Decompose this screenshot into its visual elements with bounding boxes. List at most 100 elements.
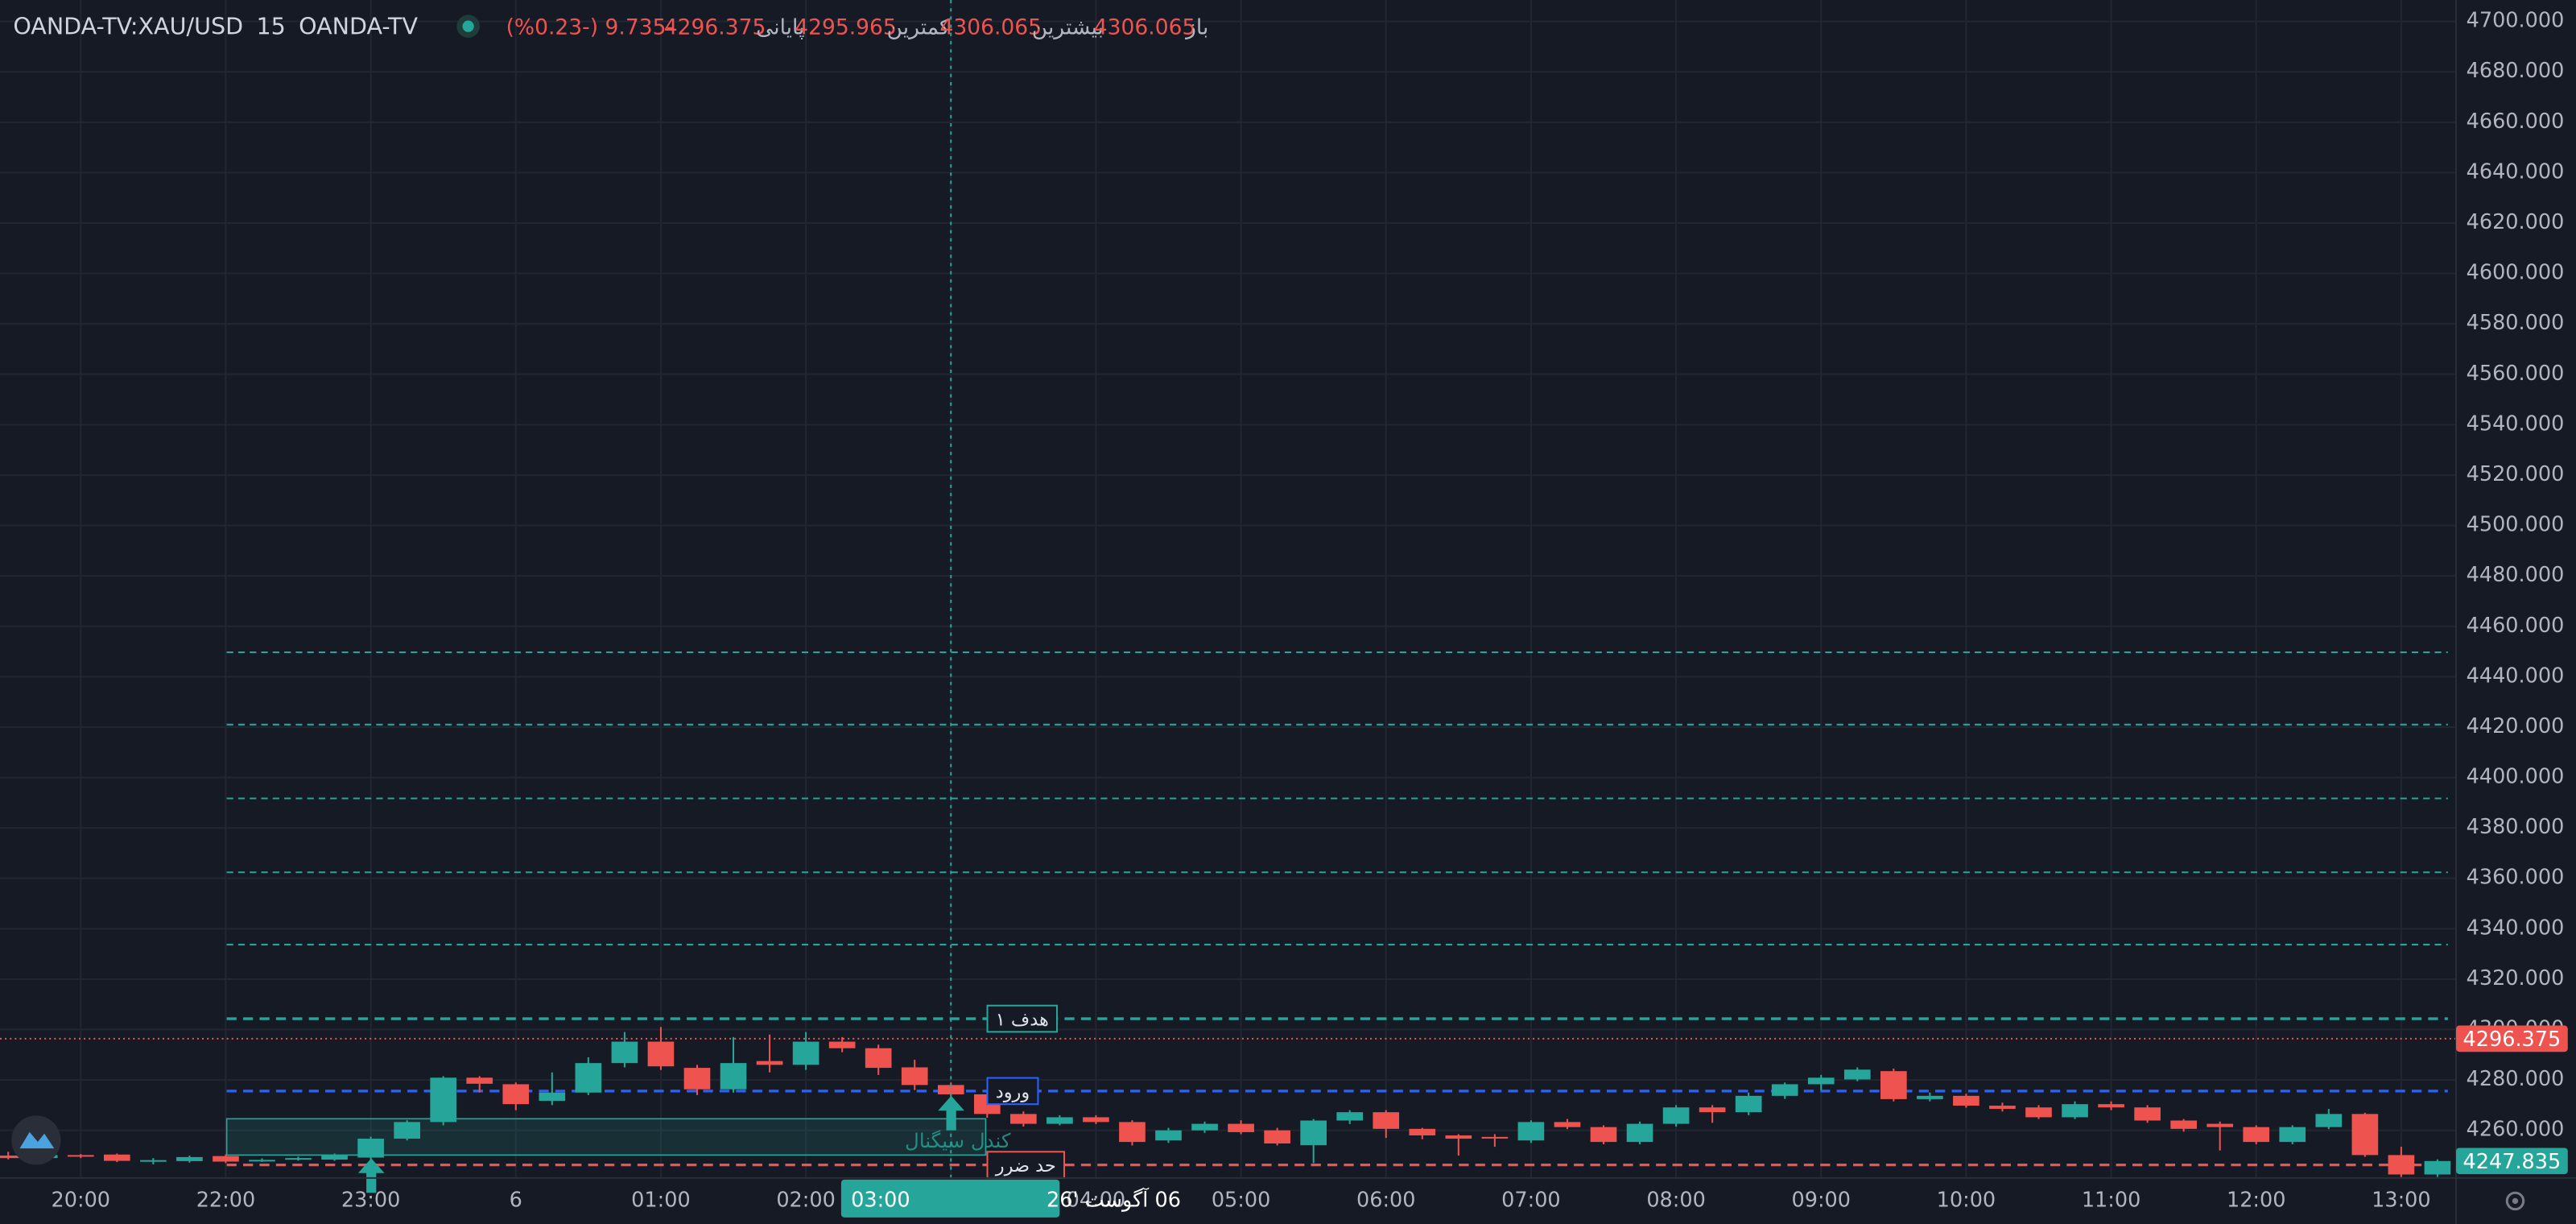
candle-body: [1083, 1117, 1109, 1123]
y-tick-label: 4260.000: [2467, 1118, 2565, 1142]
x-tick-label: 08:00: [1646, 1188, 1706, 1212]
y-tick-label: 4460.000: [2467, 614, 2565, 638]
candle-body: [2134, 1107, 2161, 1121]
y-tick-label: 4500.000: [2467, 513, 2565, 537]
ohlc-value: 4295.965: [795, 14, 897, 39]
y-tick-label: 4660.000: [2467, 110, 2565, 134]
candle-body: [104, 1154, 130, 1161]
candle-body: [1807, 1077, 1835, 1085]
candles: [0, 1027, 2451, 1177]
candle-body: [430, 1077, 457, 1123]
x-tick-label: 22:00: [196, 1188, 256, 1212]
candle-body: [1590, 1127, 1617, 1143]
candle-body: [2279, 1127, 2306, 1143]
symbol-line: OANDA-TV:XAU/USD 15 OANDA-TV: [13, 13, 418, 40]
signal-arrow: [938, 1095, 964, 1131]
x-tick-label: 20:00: [52, 1188, 111, 1212]
crosshair-time: 03:00: [851, 1188, 910, 1212]
candle-body: [2388, 1155, 2415, 1175]
y-tick-label: 4380.000: [2467, 815, 2565, 839]
y-tick-label: 4580.000: [2467, 311, 2565, 335]
candle-body: [575, 1063, 602, 1093]
candle-body: [2098, 1104, 2124, 1108]
candle-body: [1626, 1123, 1653, 1143]
candle-body: [140, 1160, 167, 1162]
ohlc-label: کمترین: [887, 14, 951, 39]
x-tick-label: 09:00: [1791, 1188, 1851, 1212]
y-tick-label: 4280.000: [2467, 1067, 2565, 1091]
candle-body: [1010, 1114, 1037, 1124]
x-tick-label: 05:00: [1212, 1188, 1271, 1212]
axes: 4260.0004280.0004300.0004320.0004340.000…: [52, 9, 2568, 1218]
x-tick-label: 07:00: [1501, 1188, 1561, 1212]
ohlc-label: باز: [1184, 14, 1208, 39]
candle-body: [321, 1155, 348, 1160]
y-tick-label: 4420.000: [2467, 714, 2565, 738]
candle-body: [1699, 1107, 1726, 1113]
candle-body: [502, 1084, 530, 1105]
candle-body: [2243, 1127, 2270, 1143]
price-label-box: [2456, 1148, 2568, 1175]
zone-label: کندل سیگنال: [905, 1129, 1011, 1152]
candle-body: [1046, 1117, 1073, 1124]
y-tick-label: 4320.000: [2467, 966, 2565, 990]
price-label: 4296.375: [2463, 1028, 2562, 1052]
gear[interactable]: [2505, 1191, 2525, 1211]
ohlc-label: بیشترین: [1032, 14, 1104, 39]
gear-center: [2512, 1197, 2519, 1205]
candle-body: [2170, 1120, 2197, 1129]
y-tick-label: 4600.000: [2467, 261, 2565, 285]
candle-body: [1843, 1069, 1871, 1080]
ohlc-value: 4306.065: [939, 14, 1042, 39]
logo-icon: [19, 1131, 55, 1149]
candle-body: [0, 1156, 22, 1159]
candle-body: [720, 1063, 747, 1090]
level-tag-label: هدف ۱: [996, 1010, 1049, 1031]
candle-body: [2424, 1160, 2451, 1175]
candle-body: [1409, 1128, 1436, 1135]
candle-body: [1445, 1135, 1472, 1139]
candle-body: [683, 1068, 711, 1090]
candle-body: [1917, 1095, 1943, 1099]
y-tick-label: 4340.000: [2467, 916, 2565, 940]
signal-arrow: [357, 1158, 385, 1193]
settings-icon[interactable]: [2505, 1191, 2525, 1211]
y-tick-label: 4480.000: [2467, 563, 2565, 587]
y-tick-label: 4560.000: [2467, 362, 2565, 386]
x-tick-label: 01:00: [631, 1188, 691, 1212]
y-tick-label: 4360.000: [2467, 866, 2565, 890]
candle-body: [901, 1067, 928, 1085]
level-tag: ورود: [986, 1077, 1039, 1106]
candle-body: [2025, 1107, 2052, 1118]
grid: [0, 0, 2457, 1178]
y-tick-label: 4540.000: [2467, 411, 2565, 436]
x-tick-label: 11:00: [2082, 1188, 2141, 1212]
level-tag: هدف ۱: [986, 1004, 1059, 1033]
candle-body: [466, 1077, 493, 1084]
candle-body: [2062, 1104, 2088, 1118]
y-tick-label: 4440.000: [2467, 664, 2565, 688]
y-tick-label: 4700.000: [2467, 9, 2565, 33]
candle-body: [539, 1092, 566, 1102]
candle-body: [249, 1160, 275, 1162]
ohlc-value: 4306.065: [1094, 14, 1196, 39]
candle-body: [756, 1061, 783, 1065]
y-tick-label: 4620.000: [2467, 210, 2565, 234]
candle-body: [1191, 1123, 1218, 1131]
source: OANDA-TV: [299, 13, 418, 40]
level-tag: حد ضرر: [986, 1151, 1066, 1179]
x-tick-label: 02:00: [776, 1188, 836, 1212]
status-dot: [462, 20, 474, 32]
candle-body: [865, 1048, 892, 1069]
y-tick-label: 4400.000: [2467, 765, 2565, 789]
ohlc-change: -9.735 (-0.23%): [506, 14, 674, 39]
candle-body: [1735, 1095, 1762, 1113]
candle-body: [2315, 1114, 2343, 1127]
candle-body: [285, 1158, 312, 1160]
candle-body: [1155, 1130, 1182, 1141]
level-tag-box: [986, 1077, 1039, 1106]
candle-body: [1517, 1122, 1545, 1141]
